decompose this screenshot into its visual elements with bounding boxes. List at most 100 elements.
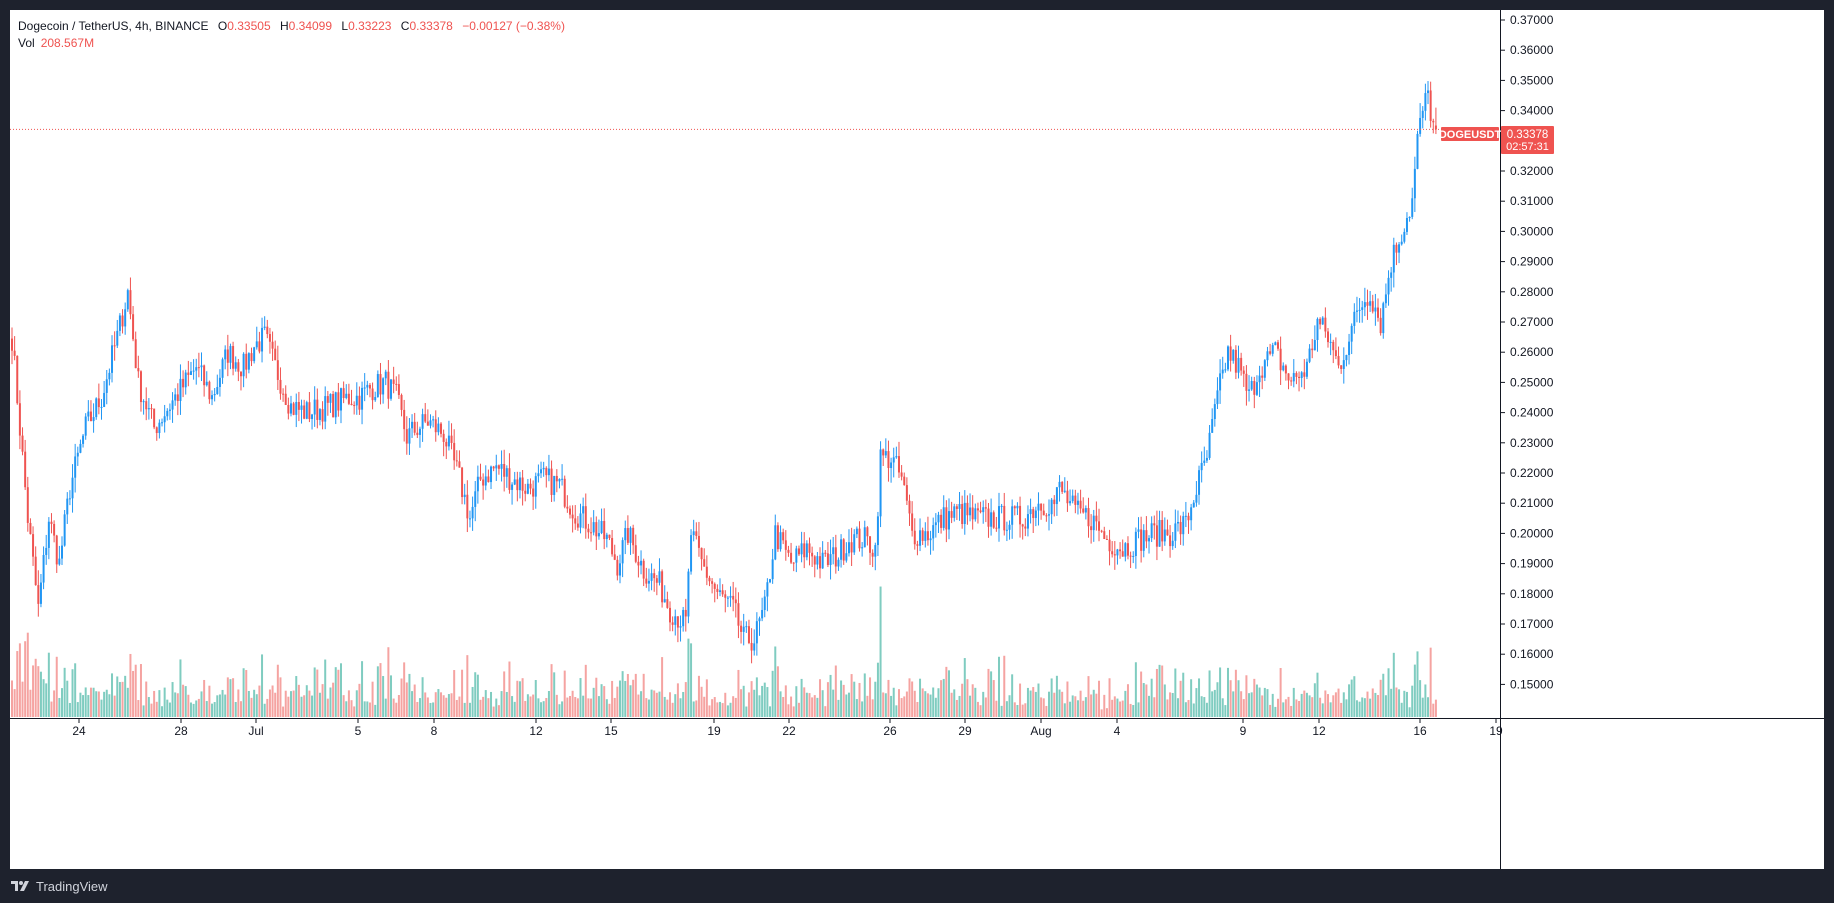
candle-body [1387, 277, 1390, 295]
volume-bar [1392, 652, 1395, 717]
time-axis[interactable]: 24 28 Jul 5 8 12 15 19 22 26 29 Aug 4 9 12 16 19 [72, 718, 1503, 738]
volume-bar [463, 702, 466, 717]
candle-body [513, 479, 516, 485]
candle-body [1382, 303, 1385, 334]
volume-bar [32, 665, 35, 717]
candle-body [1113, 554, 1116, 556]
candle-body [661, 571, 664, 603]
candle-body [176, 394, 179, 401]
volume-bar [695, 700, 698, 717]
candle-body [450, 435, 453, 443]
volume-bar [311, 695, 314, 717]
candle-body [1150, 523, 1153, 539]
candle-body [1327, 331, 1329, 343]
candle-body [1142, 530, 1145, 551]
volume-bar [1005, 701, 1008, 717]
volume-bar [613, 697, 616, 717]
volume-bar [605, 699, 608, 717]
candle-body [629, 527, 632, 543]
volume-bar [1374, 692, 1377, 717]
volume-bar [95, 691, 98, 717]
candle-body [1279, 348, 1282, 371]
volume-bar [92, 687, 95, 717]
volume-bar [634, 673, 637, 717]
time-tick-label: 15 [604, 724, 618, 738]
volume-bar [1211, 691, 1214, 717]
volume-bar [382, 676, 385, 717]
volume-bar [561, 701, 564, 717]
volume-bar [716, 702, 719, 717]
volume-bar [637, 694, 640, 717]
candle-body [758, 618, 761, 622]
candle-body [345, 393, 348, 398]
candlestick-chart[interactable]: 0.370000.360000.350000.340000.330000.320… [10, 10, 1824, 869]
volume-bar [655, 692, 658, 717]
candle-body [555, 475, 558, 482]
volume-bar [998, 656, 1000, 717]
volume-bar [1121, 700, 1124, 717]
candle-body [837, 559, 840, 567]
volume-bar [300, 696, 303, 717]
volume-bar [892, 687, 895, 717]
candle-body [1237, 357, 1240, 373]
volume-bar [368, 702, 371, 717]
volume-bar [800, 678, 803, 717]
candle-body [511, 484, 514, 490]
candle-body [529, 483, 532, 489]
volume-bar [1377, 695, 1380, 717]
candle-body [1234, 349, 1237, 373]
chart-panel[interactable]: 0.370000.360000.350000.340000.330000.320… [10, 10, 1824, 869]
candle-body [716, 588, 719, 592]
volume-bar [792, 706, 795, 717]
candle-body [874, 545, 877, 557]
volume-bar [1055, 675, 1058, 717]
candle-body [1316, 318, 1319, 340]
price-axis[interactable]: 0.370000.360000.350000.340000.330000.320… [1500, 13, 1554, 691]
volume-bar [595, 677, 598, 717]
volume-bar [174, 692, 177, 717]
volume-bar [147, 697, 150, 717]
volume-bar [471, 686, 474, 717]
candle-body [232, 346, 235, 369]
time-tick-label: 5 [355, 724, 362, 738]
volume-bar [740, 689, 743, 717]
volume-bar [74, 663, 77, 717]
candle-body [379, 374, 382, 395]
candle-body [1124, 543, 1127, 557]
volume-bar [640, 691, 643, 717]
volume-bar [829, 674, 832, 717]
volume-bar [418, 698, 421, 717]
candle-body [611, 538, 614, 555]
candle-body [550, 468, 553, 495]
volume-bar [590, 698, 593, 717]
candle-body [1345, 355, 1348, 361]
brand-footer[interactable]: TradingView [10, 874, 108, 898]
volume-bar [1411, 685, 1414, 717]
volume-label[interactable]: Vol [18, 36, 35, 50]
candle-body [1324, 317, 1327, 332]
volume-bar [166, 699, 169, 717]
volume-bar [1327, 694, 1329, 717]
candle-body [1292, 373, 1295, 382]
volume-bar [1061, 691, 1064, 717]
volume-bar [1140, 671, 1143, 717]
volume-bar [719, 701, 722, 717]
candle-body [1129, 555, 1132, 557]
volume-bar [1213, 689, 1216, 717]
volume-bar [197, 698, 200, 717]
volume-bar [1319, 697, 1322, 717]
candle-body [1019, 505, 1022, 525]
volume-bar [171, 682, 174, 717]
candles [11, 81, 1437, 664]
symbol-title[interactable]: Dogecoin / TetherUS, 4h, BINANCE [18, 19, 209, 33]
candle-body [976, 508, 979, 511]
volume-bar [797, 702, 800, 717]
candle-body [671, 622, 674, 625]
volume-bar [1124, 690, 1127, 717]
volume-bar [39, 671, 42, 717]
volume-bar [618, 680, 621, 717]
volume-bar [926, 693, 929, 717]
candle-body [932, 525, 935, 539]
volume-bar [1221, 698, 1224, 717]
